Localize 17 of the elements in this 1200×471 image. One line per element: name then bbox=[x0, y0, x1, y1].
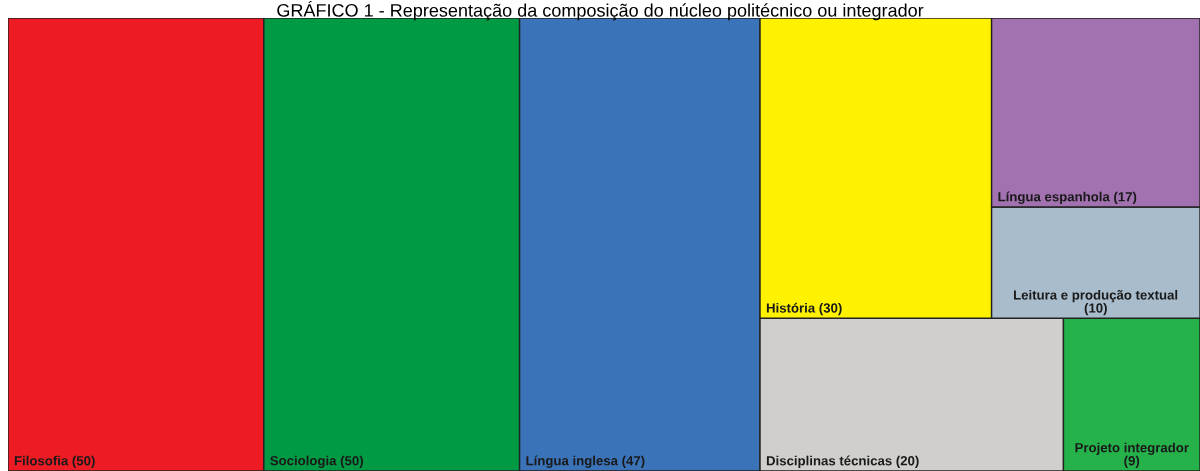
category-label: Língua inglesa bbox=[526, 455, 619, 468]
data-label: (10) bbox=[1084, 302, 1107, 316]
category-label: Leitura e produção textual bbox=[1013, 289, 1178, 303]
data-label: (50) bbox=[340, 455, 363, 468]
data-label: (17) bbox=[1114, 191, 1137, 205]
category-label: Sociologia bbox=[270, 455, 337, 468]
category-label: História bbox=[766, 302, 816, 313]
category-label: Disciplinas técnicas bbox=[766, 455, 892, 468]
category-label: Filosofia bbox=[14, 455, 69, 466]
data-label: (9) bbox=[1124, 455, 1140, 468]
data-label: (20) bbox=[896, 455, 919, 468]
category-label: Língua espanhola bbox=[998, 191, 1110, 205]
data-label: (30) bbox=[819, 302, 842, 316]
text: GRÁFICO 1 - Representação da composição do núcleo politécnico ou integrador bbox=[277, 0, 924, 21]
category-label: Projeto integrador bbox=[1075, 442, 1189, 455]
data-label: (47) bbox=[622, 455, 645, 468]
data-label: (50) bbox=[72, 455, 95, 468]
